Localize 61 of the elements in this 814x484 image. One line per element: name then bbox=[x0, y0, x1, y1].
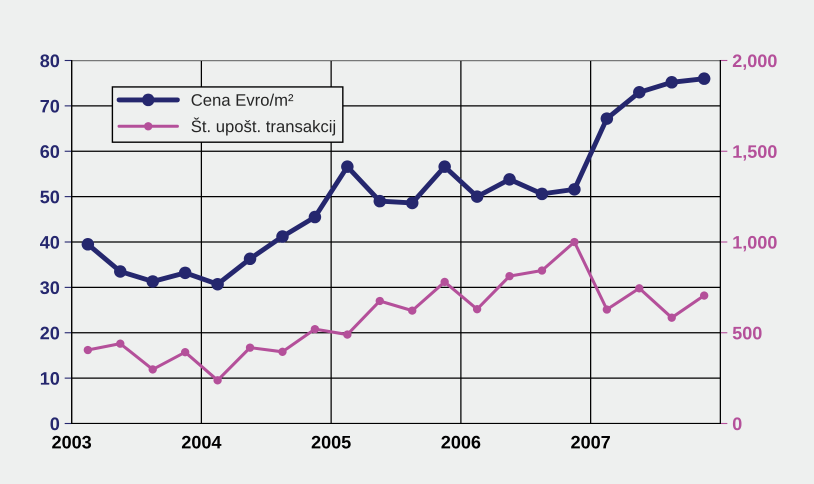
y2-tick-label: 500 bbox=[732, 326, 762, 340]
point bbox=[376, 296, 384, 306]
point bbox=[308, 210, 322, 224]
point bbox=[341, 160, 354, 173]
point bbox=[472, 304, 482, 314]
y2-tick-label: 2,000 bbox=[732, 54, 777, 70]
point bbox=[181, 348, 190, 356]
point bbox=[82, 238, 94, 251]
point bbox=[116, 339, 124, 348]
point bbox=[343, 330, 352, 339]
y-tick-label: 60 bbox=[40, 145, 60, 158]
y2-tick-label: 0 bbox=[732, 417, 742, 430]
point bbox=[568, 183, 581, 196]
point bbox=[213, 376, 222, 384]
x-tick-label: 2005 bbox=[312, 436, 351, 449]
point bbox=[278, 348, 287, 356]
y-tick-label: 40 bbox=[40, 236, 60, 249]
point bbox=[536, 188, 548, 200]
legend-label: Cena Evro/m² bbox=[192, 94, 294, 106]
y-tick-label: 10 bbox=[40, 372, 60, 385]
point bbox=[374, 194, 386, 208]
x-tick-label: 2007 bbox=[571, 436, 610, 449]
y-tick-label: 30 bbox=[40, 281, 60, 294]
point bbox=[668, 314, 676, 322]
point bbox=[440, 278, 449, 286]
point bbox=[178, 266, 192, 280]
point bbox=[146, 275, 159, 288]
point bbox=[406, 196, 418, 210]
point bbox=[505, 272, 514, 280]
y-tick-label: 70 bbox=[40, 100, 60, 113]
point bbox=[635, 284, 644, 292]
y-tick-label: 20 bbox=[40, 326, 60, 340]
point bbox=[438, 160, 451, 173]
point bbox=[633, 86, 646, 99]
point bbox=[470, 190, 484, 203]
y-tick-label: 0 bbox=[50, 417, 60, 430]
x-tick-label: 2006 bbox=[441, 436, 480, 449]
point bbox=[665, 76, 678, 89]
point bbox=[538, 266, 546, 275]
y-tick-label: 80 bbox=[40, 54, 60, 68]
point bbox=[310, 324, 320, 334]
point bbox=[148, 365, 157, 374]
x-tick-label: 2003 bbox=[52, 436, 92, 449]
point bbox=[408, 306, 416, 315]
legend-label: Št. upošt. transakcij bbox=[191, 118, 336, 136]
point bbox=[211, 278, 224, 290]
point bbox=[600, 112, 614, 125]
point bbox=[84, 346, 92, 354]
point bbox=[246, 343, 254, 352]
point bbox=[698, 72, 710, 85]
point bbox=[700, 291, 708, 300]
point bbox=[503, 173, 516, 186]
y2-tick-label: 1,500 bbox=[733, 145, 777, 161]
point bbox=[244, 252, 256, 266]
x-tick-label: 2004 bbox=[182, 436, 222, 449]
point bbox=[276, 230, 289, 243]
y-tick-label: 50 bbox=[40, 190, 60, 204]
point bbox=[114, 265, 127, 278]
point bbox=[570, 238, 579, 246]
y2-tick-label: 1,000 bbox=[733, 236, 777, 252]
point bbox=[602, 305, 612, 314]
